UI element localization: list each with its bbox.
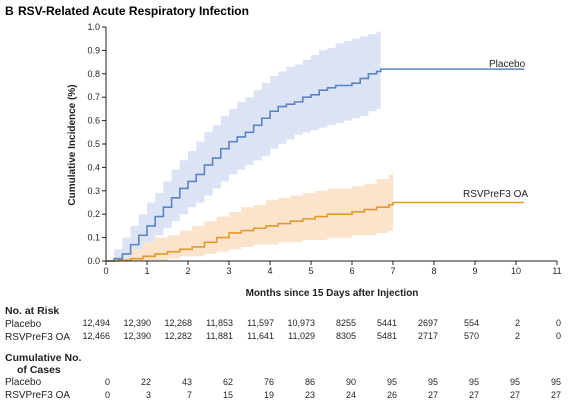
risk-cell: 11,641 xyxy=(247,331,274,341)
risk-cell: 12,390 xyxy=(123,331,151,341)
cases-table: Cumulative No. of Cases Placebo RSVPreF3… xyxy=(5,352,561,401)
risk-cell: 10,973 xyxy=(287,318,315,328)
risk-table-title: No. at Risk xyxy=(5,305,59,317)
panel-letter: B xyxy=(5,4,14,18)
cases-cell: 0 xyxy=(105,377,110,387)
risk-cell: 570 xyxy=(464,331,479,341)
x-tick-label: 8 xyxy=(431,266,436,276)
cases-cell: 86 xyxy=(305,377,315,387)
cases-cell: 22 xyxy=(141,377,151,387)
cases-row-label-placebo: Placebo xyxy=(5,377,42,388)
cases-cell: 76 xyxy=(264,377,274,387)
rsvpref3-series-label: RSVPreF3 OA xyxy=(463,189,528,200)
risk-cell: 11,597 xyxy=(247,318,274,328)
x-axis-ticks: 0 1 2 3 4 5 6 7 8 9 10 11 xyxy=(103,261,562,276)
plot-area: 0 1 2 3 4 5 6 7 8 9 10 11 0.00.10.20.30.40.50.60.70… xyxy=(87,22,561,276)
cases-cell: 0 xyxy=(105,390,110,400)
risk-cell: 12,282 xyxy=(164,331,192,341)
cases-cell: 95 xyxy=(428,377,438,387)
series-lines xyxy=(106,68,525,262)
y-tick-label: 0.7 xyxy=(87,92,100,102)
cases-row-label-rsvpref3: RSVPreF3 OA xyxy=(5,390,70,401)
risk-cell: 11,853 xyxy=(206,318,233,328)
cases-cell: 27 xyxy=(428,390,438,400)
y-tick-label: 0.1 xyxy=(87,233,100,243)
cases-cell: 15 xyxy=(223,390,233,400)
placebo-series-label: Placebo xyxy=(489,59,526,70)
risk-cell: 12,466 xyxy=(82,331,110,341)
x-tick-label: 7 xyxy=(390,266,395,276)
x-tick-label: 11 xyxy=(552,266,561,276)
y-tick-label: 1.0 xyxy=(87,22,100,32)
cases-cell: 7 xyxy=(187,390,192,400)
risk-cell: 554 xyxy=(464,318,479,328)
risk-cell: 5481 xyxy=(377,331,397,341)
cases-cell: 90 xyxy=(346,377,356,387)
cases-cell: 62 xyxy=(223,377,233,387)
x-tick-label: 5 xyxy=(308,266,313,276)
placebo-confidence-band xyxy=(106,31,381,262)
risk-cell: 2717 xyxy=(418,331,438,341)
rsvpref3-confidence-band xyxy=(106,172,393,261)
y-tick-label: 0.3 xyxy=(87,186,100,196)
y-tick-label: 0.4 xyxy=(87,162,100,172)
risk-cell: 0 xyxy=(556,331,561,341)
cases-cell: 24 xyxy=(346,390,356,400)
panel-title: RSV-Related Acute Respiratory Infection xyxy=(18,4,249,18)
cases-table-cells: 0 22 43 62 76 86 90 95 95 95 95 95 0 3 7 15 19 23 24 26 27 27… xyxy=(105,377,561,400)
risk-cell: 2 xyxy=(515,331,520,341)
rsvpref3-line xyxy=(106,201,525,262)
risk-cell: 12,494 xyxy=(82,318,110,328)
risk-cell: 11,881 xyxy=(206,331,233,341)
risk-cell: 2 xyxy=(515,318,520,328)
cases-cell: 27 xyxy=(551,390,561,400)
cases-cell: 95 xyxy=(469,377,479,387)
confidence-bands xyxy=(106,31,393,262)
y-tick-label: 0.0 xyxy=(87,256,100,266)
x-tick-label: 0 xyxy=(103,266,108,276)
cases-cell: 27 xyxy=(510,390,520,400)
cases-cell: 95 xyxy=(510,377,520,387)
cases-cell: 43 xyxy=(182,377,192,387)
risk-row-label-placebo: Placebo xyxy=(5,319,42,330)
y-tick-label: 0.5 xyxy=(87,139,100,149)
cases-cell: 19 xyxy=(264,390,274,400)
risk-cell: 8305 xyxy=(336,331,356,341)
risk-cell: 11,029 xyxy=(288,331,315,341)
y-tick-label: 0.9 xyxy=(87,45,100,55)
cases-cell: 23 xyxy=(305,390,315,400)
cases-table-title-line2: of Cases xyxy=(17,364,61,376)
x-tick-label: 4 xyxy=(267,266,272,276)
risk-row-label-rsvpref3: RSVPreF3 OA xyxy=(5,332,70,343)
panel-header: B RSV-Related Acute Respiratory Infectio… xyxy=(5,4,249,18)
cases-table-title-line1: Cumulative No. xyxy=(5,352,82,364)
risk-cell: 2697 xyxy=(418,318,438,328)
cases-cell: 26 xyxy=(387,390,397,400)
y-axis-ticks: 0.0 0.1 0.2 0.3 0.4 0.5 0.6 0.7 0.8 0.9 1.0 xyxy=(87,22,106,266)
y-tick-label: 0.2 xyxy=(87,209,100,219)
x-tick-label: 2 xyxy=(185,266,190,276)
y-tick-label: 0.8 xyxy=(87,69,100,79)
cases-cell: 3 xyxy=(146,390,151,400)
risk-cell: 0 xyxy=(556,318,561,328)
risk-cell: 8255 xyxy=(336,318,356,328)
risk-table-cells: 12,494 12,390 12,268 11,853 11,597 10,973 8255… xyxy=(82,318,561,341)
cases-cell: 95 xyxy=(387,377,397,387)
placebo-line xyxy=(106,68,525,262)
y-tick-label: 0.6 xyxy=(87,116,100,126)
x-tick-label: 6 xyxy=(349,266,354,276)
y-axis-label: Cumulative Incidence (%) xyxy=(67,84,78,205)
x-tick-label: 3 xyxy=(226,266,231,276)
risk-table: No. at Risk Placebo RSVPreF3 OA 12,494 12… xyxy=(5,305,561,343)
risk-cell: 12,390 xyxy=(123,318,151,328)
cases-cell: 95 xyxy=(551,377,561,387)
risk-cell: 12,268 xyxy=(164,318,192,328)
x-tick-label: 9 xyxy=(472,266,477,276)
x-tick-label: 10 xyxy=(511,266,521,276)
cases-cell: 27 xyxy=(469,390,479,400)
x-axis-label: Months since 15 Days after Injection xyxy=(246,288,419,299)
x-tick-label: 1 xyxy=(144,266,149,276)
risk-cell: 5441 xyxy=(377,318,397,328)
